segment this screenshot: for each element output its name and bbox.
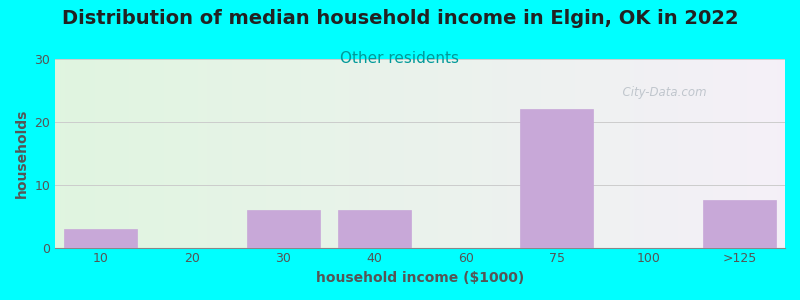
Bar — [338, 210, 411, 248]
Bar — [65, 229, 138, 247]
Y-axis label: households: households — [15, 109, 29, 198]
X-axis label: household income ($1000): household income ($1000) — [316, 271, 524, 285]
Text: Other residents: Other residents — [341, 51, 459, 66]
Bar — [521, 109, 594, 248]
Bar — [703, 200, 776, 247]
Text: Distribution of median household income in Elgin, OK in 2022: Distribution of median household income … — [62, 9, 738, 28]
Text: City-Data.com: City-Data.com — [615, 86, 706, 99]
Bar — [247, 210, 320, 248]
